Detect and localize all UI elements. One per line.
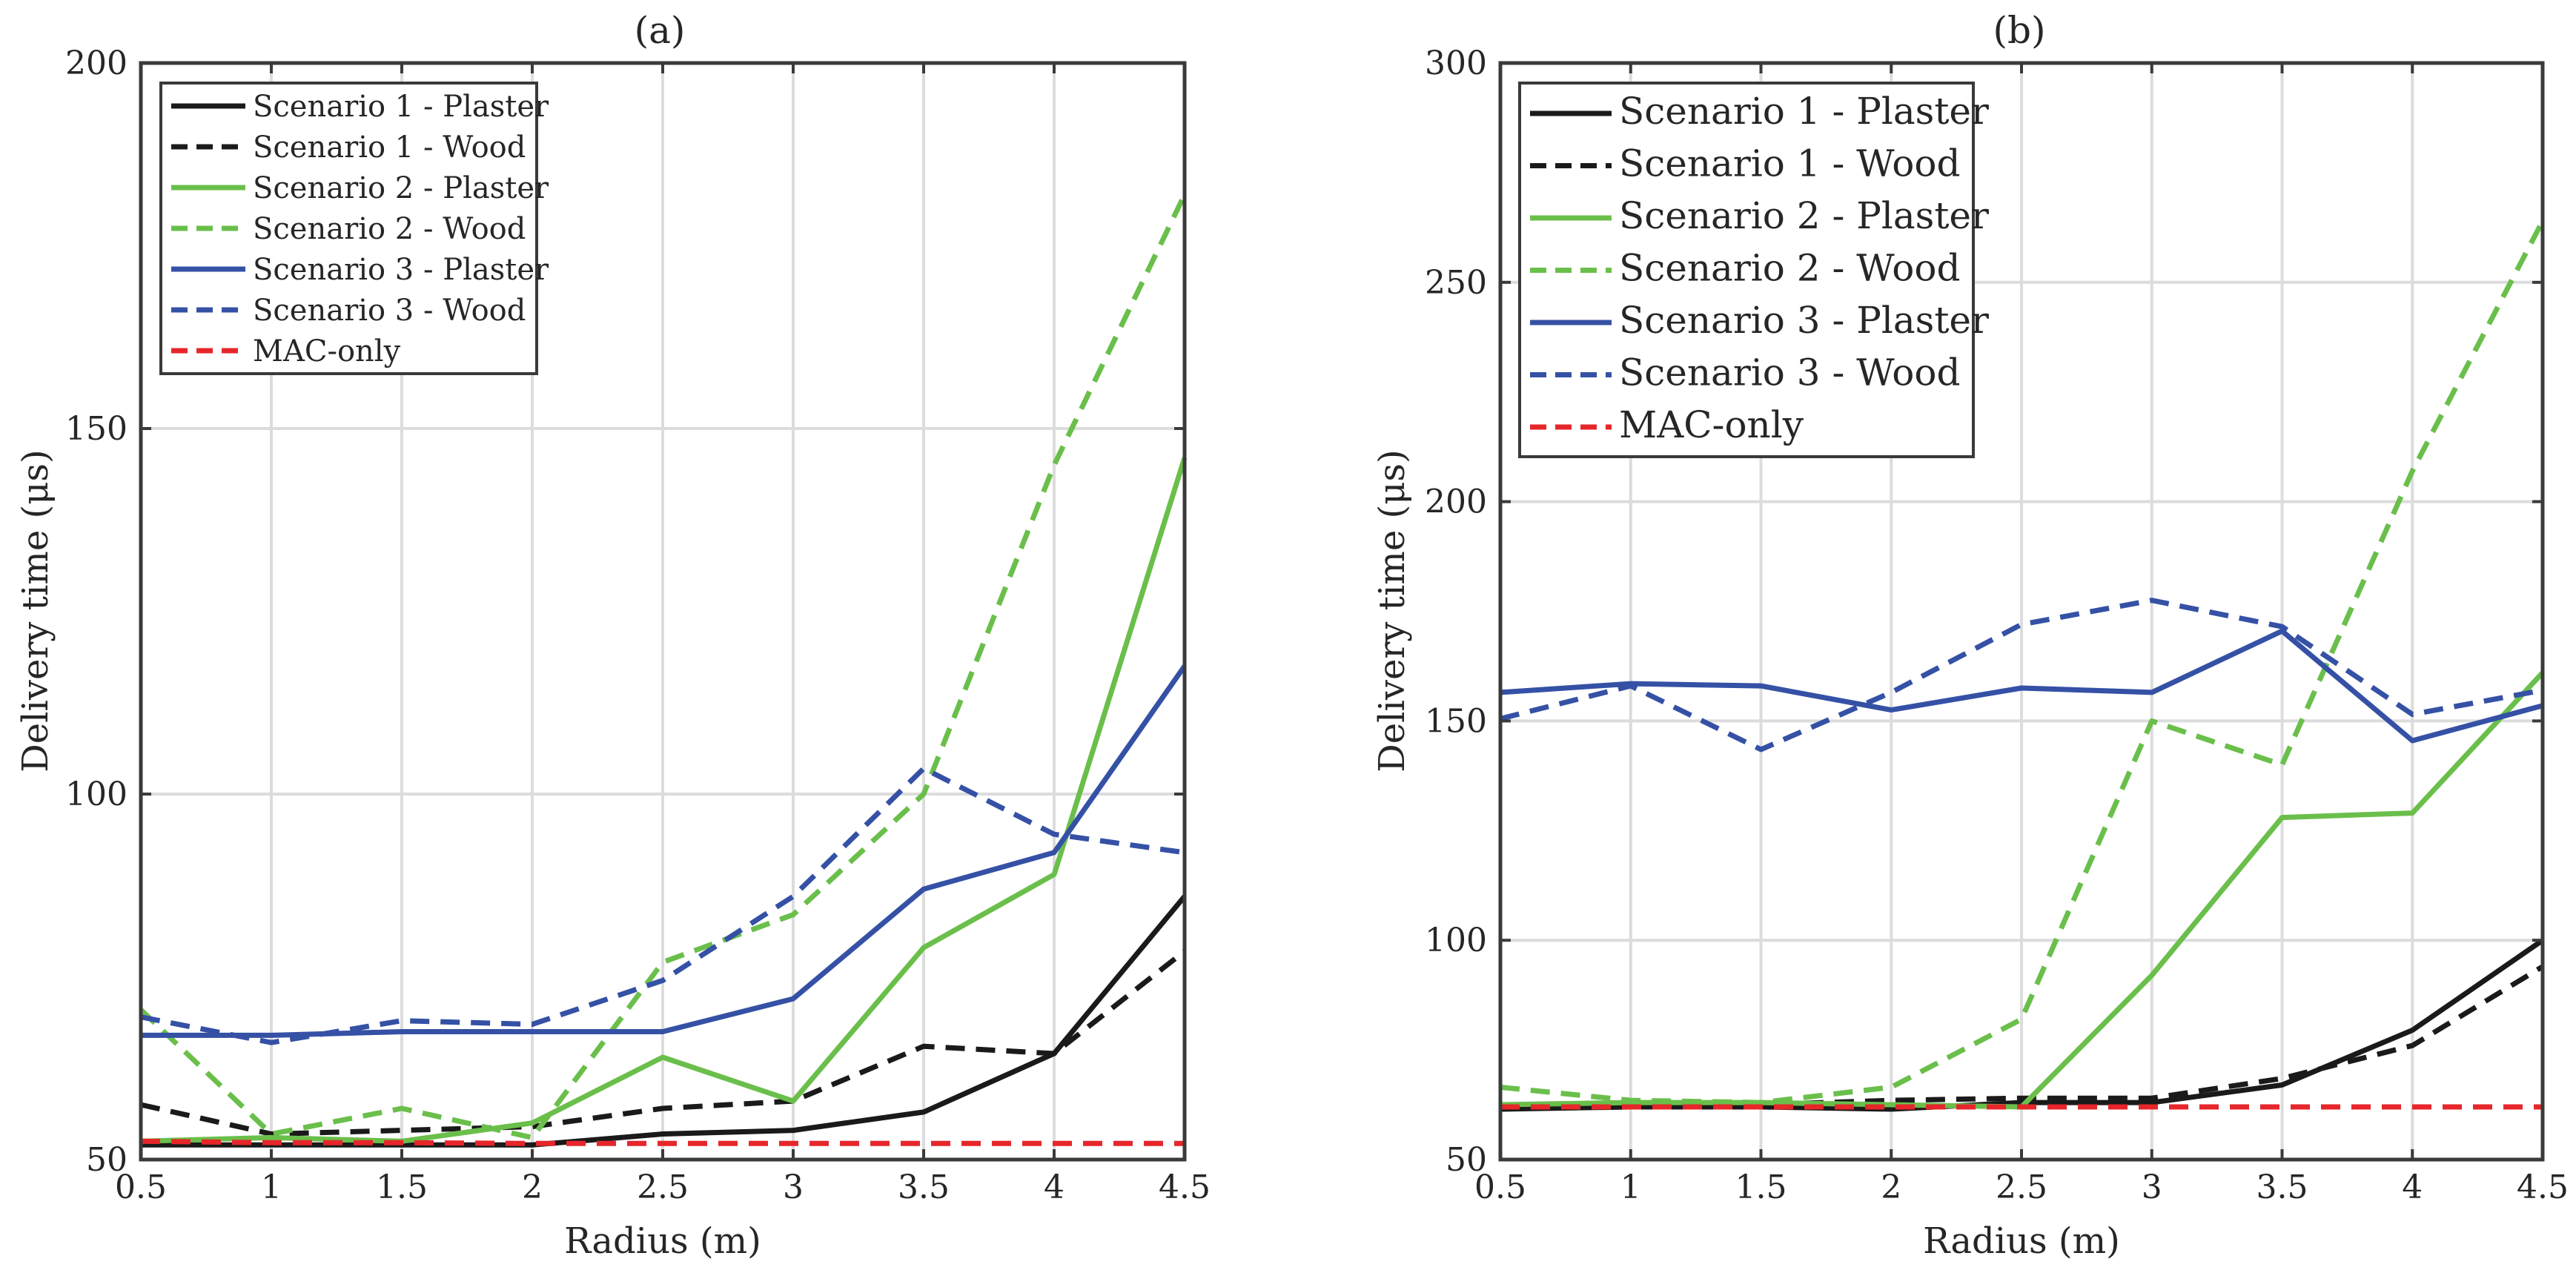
x-tick-label: 2 (522, 1168, 543, 1206)
legend-label-2: Scenario 1 - Wood (1619, 142, 1960, 185)
y-tick-label: 100 (65, 776, 128, 813)
legend-label-5: Scenario 3 - Plaster (253, 253, 549, 287)
legend-label-5: Scenario 3 - Plaster (1619, 299, 1989, 342)
y-tick-label: 300 (1425, 44, 1487, 82)
x-tick-label: 4.5 (2517, 1168, 2569, 1206)
y-tick-label: 150 (65, 410, 128, 448)
x-tick-label: 3 (783, 1168, 804, 1206)
series-line-7 (140, 1138, 1185, 1146)
x-tick-label: 1 (261, 1168, 282, 1206)
y-tick-label: 100 (1425, 922, 1487, 959)
x-tick-label: 0.5 (115, 1168, 167, 1206)
legend-label-6: Scenario 3 - Wood (1619, 351, 1960, 394)
x-tick-label: 4 (1044, 1168, 1064, 1206)
series-line-6 (140, 766, 1185, 1045)
chart-panel-b: (b) 0.5 1 1.5 2 2.5 3 3.5 4 4.5 50 100 150 200 250 300… (1371, 9, 2569, 1262)
x-tick-label: 1 (1620, 1168, 1641, 1206)
series-line-5 (141, 664, 1187, 1038)
series-line-3 (140, 457, 1188, 1144)
tick-labels-a: 0.5 1 1.5 2 2.5 3 3.5 4 4.5 50 100 150 200 (65, 44, 1211, 1206)
series-group-b (1500, 219, 2546, 1112)
series-line-4 (1500, 219, 2546, 1105)
y-tick-label: 200 (65, 44, 128, 82)
legend-entries-b: Scenario 1 - Plaster Scenario 1 - Wood Sce… (1530, 90, 1989, 446)
legend-entries-a: Scenario 1 - Plaster Scenario 1 - Wood Sce… (171, 90, 549, 368)
series-line-5 (1500, 628, 2543, 744)
series-line-4 (139, 193, 1188, 1140)
x-axis-label-a: Radius (m) (564, 1220, 761, 1262)
x-tick-label: 3.5 (2257, 1168, 2308, 1206)
tick-labels-b: 0.5 1 1.5 2 2.5 3 3.5 4 4.5 50 100 150 200 250 300 (1425, 44, 2569, 1206)
x-tick-label: 1.5 (376, 1168, 428, 1206)
series-line-6 (1500, 598, 2543, 753)
legend-label-1: Scenario 1 - Plaster (253, 90, 549, 124)
y-tick-label: 150 (1425, 702, 1487, 740)
legend-label-7: MAC-only (1619, 403, 1804, 446)
y-tick-label: 250 (1425, 264, 1487, 302)
series-line-1 (141, 894, 1187, 1148)
x-tick-label: 4 (2402, 1168, 2423, 1206)
legend-a: Scenario 1 - Plaster Scenario 1 - Wood Sce… (159, 82, 549, 375)
legend-label-4: Scenario 2 - Wood (253, 212, 526, 246)
legend-label-1: Scenario 1 - Plaster (1619, 90, 1989, 133)
legend-label-7: MAC-only (253, 334, 401, 368)
y-tick-label: 50 (1446, 1141, 1487, 1179)
legend-label-3: Scenario 2 - Plaster (1619, 194, 1989, 237)
x-tick-label: 4.5 (1159, 1168, 1211, 1206)
y-tick-label: 200 (1425, 483, 1487, 521)
chart-panel-a: (a) 0.5 1 1.5 2 2.5 3 3.5 4 4.5 50 100 150 200 Radiu… (15, 9, 1211, 1262)
legend-label-3: Scenario 2 - Plaster (253, 171, 549, 205)
x-tick-label: 0.5 (1474, 1168, 1526, 1206)
y-axis-label-a: Delivery time (μs) (15, 449, 56, 773)
chart-title-b: (b) (1993, 9, 2045, 52)
chart-title-a: (a) (635, 9, 686, 52)
y-axis-label-b: Delivery time (μs) (1371, 449, 1413, 773)
x-axis-label-b: Radius (m) (1923, 1220, 2120, 1262)
series-group-a (139, 193, 1188, 1148)
legend-label-6: Scenario 3 - Wood (253, 294, 526, 328)
x-tick-label: 3.5 (898, 1168, 950, 1206)
x-tick-label: 2 (1881, 1168, 1901, 1206)
series-line-1 (1500, 938, 2544, 1112)
x-tick-label: 2.5 (637, 1168, 689, 1206)
legend-label-2: Scenario 1 - Wood (253, 130, 526, 165)
legend-b: Scenario 1 - Plaster Scenario 1 - Wood Sce… (1518, 82, 1989, 458)
series-line-2 (140, 949, 1187, 1137)
x-tick-label: 3 (2142, 1168, 2162, 1206)
x-tick-label: 2.5 (1996, 1168, 2047, 1206)
legend-label-4: Scenario 2 - Wood (1619, 247, 1960, 290)
x-tick-label: 1.5 (1735, 1168, 1787, 1206)
series-line-2 (1500, 964, 2544, 1108)
y-tick-label: 50 (86, 1141, 128, 1179)
